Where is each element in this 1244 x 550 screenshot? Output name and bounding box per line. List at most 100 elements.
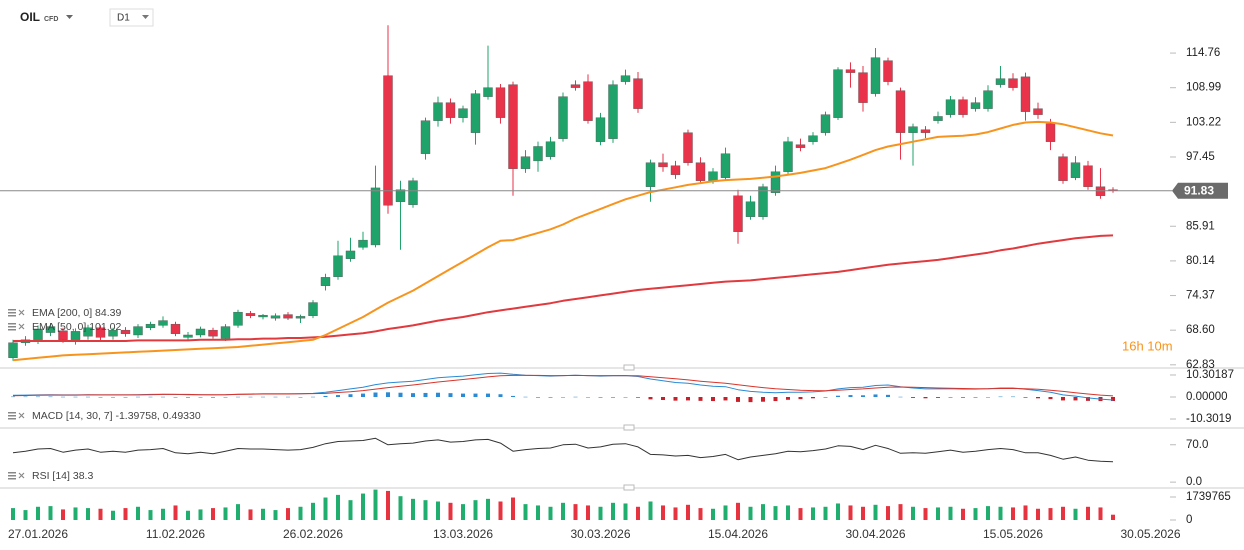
histogram-bar xyxy=(173,397,178,398)
histogram-bar xyxy=(61,396,65,398)
x-tick-label: 30.03.2026 xyxy=(570,527,630,541)
volume-bar xyxy=(961,508,965,520)
x-tick-label: 13.03.2026 xyxy=(433,527,493,541)
volume-bar xyxy=(823,506,828,520)
volume-bar xyxy=(286,508,290,520)
timeframe: D1 xyxy=(117,13,130,24)
volume-bar xyxy=(436,501,440,520)
histogram-bar xyxy=(923,397,928,399)
histogram-bar xyxy=(223,397,228,398)
timeframe-select[interactable] xyxy=(109,8,154,27)
volume-bar xyxy=(473,500,478,520)
volume-bar xyxy=(698,508,703,520)
histogram-bar xyxy=(623,397,628,398)
histogram-bar xyxy=(736,397,740,402)
candle-body xyxy=(495,87,506,118)
x-tick-label: 30.05.2026 xyxy=(1120,527,1180,541)
candle-body xyxy=(783,141,793,172)
volume-bar xyxy=(11,508,15,520)
candle-body xyxy=(345,250,356,259)
histogram-bar xyxy=(698,397,703,401)
histogram-bar xyxy=(711,397,715,402)
histogram-bar xyxy=(411,393,415,398)
legend-icon xyxy=(8,475,16,477)
symbol-dropdown[interactable] xyxy=(66,15,73,19)
volume-bar xyxy=(48,506,53,520)
ema-line xyxy=(13,234,1114,342)
candle-body xyxy=(708,171,718,181)
candle-body xyxy=(1008,78,1018,88)
volume-bar xyxy=(411,498,415,520)
legend-icon xyxy=(8,315,16,317)
volume-bar xyxy=(336,494,340,520)
volume-bar xyxy=(898,504,903,520)
candle-body xyxy=(1058,156,1068,181)
histogram-bar xyxy=(1048,397,1053,400)
candle-body xyxy=(1070,162,1081,178)
timeframe-dropdown[interactable] xyxy=(142,15,149,19)
volume-bar xyxy=(398,496,403,520)
y-tick-label: 62.83 xyxy=(1186,359,1215,371)
histogram-bar xyxy=(1086,397,1090,401)
y-tick-label: 70.0 xyxy=(1186,439,1208,451)
volume-bar xyxy=(1111,514,1115,520)
y-tick-label: 80.14 xyxy=(1186,255,1215,267)
histogram-bar xyxy=(448,393,453,398)
volume-bar xyxy=(61,509,65,520)
candle-body xyxy=(920,129,931,133)
volume-bar xyxy=(561,502,565,520)
histogram-bar xyxy=(286,396,290,398)
panel-resize-handle[interactable] xyxy=(623,484,635,491)
histogram-bar xyxy=(248,396,253,398)
histogram-bar xyxy=(211,397,215,398)
candle-body xyxy=(995,78,1006,85)
histogram-bar xyxy=(786,397,790,400)
histogram-bar xyxy=(748,397,753,403)
histogram-bar xyxy=(861,395,865,398)
y-tick-label: 74.37 xyxy=(1186,290,1215,302)
histogram-bar xyxy=(348,394,353,398)
volume-bar xyxy=(448,502,453,520)
legend-icon xyxy=(8,478,16,480)
volume-bar xyxy=(98,508,103,520)
volume-bar xyxy=(661,505,665,520)
histogram-bar xyxy=(161,396,165,398)
candle-body xyxy=(408,180,418,205)
volume-bar xyxy=(773,506,778,520)
histogram-bar xyxy=(373,392,378,398)
volume-bar xyxy=(536,505,540,520)
volume-bar xyxy=(936,507,940,520)
panel-resize-handle[interactable] xyxy=(623,424,635,431)
volume-bar xyxy=(673,507,678,520)
volume-bar xyxy=(386,490,390,520)
y-tick-label: 108.99 xyxy=(1186,82,1221,94)
candle-body xyxy=(545,141,556,157)
histogram-bar xyxy=(636,397,640,398)
legend-icon xyxy=(8,309,16,311)
candle-body xyxy=(1045,123,1056,142)
volume-bar xyxy=(811,507,815,520)
volume-bar xyxy=(911,506,915,520)
volume-bar xyxy=(948,506,953,520)
candle-body xyxy=(308,302,318,316)
candle-body xyxy=(133,326,143,336)
x-tick-label: 15.04.2026 xyxy=(708,527,768,541)
y-tick-label: 0.0 xyxy=(1186,476,1202,488)
histogram-bar xyxy=(998,396,1003,398)
volume-bar xyxy=(586,505,590,520)
volume-bar xyxy=(886,506,890,520)
candle-body xyxy=(420,120,431,154)
histogram-bar xyxy=(811,397,815,399)
histogram-bar xyxy=(298,397,303,398)
symbol: OIL xyxy=(20,10,40,24)
volume-bar xyxy=(573,504,578,520)
volume-bar xyxy=(373,489,378,520)
candle-body xyxy=(670,165,681,175)
candle-body xyxy=(183,334,193,338)
panel-resize-handle[interactable] xyxy=(623,364,635,371)
candle-body xyxy=(270,315,281,319)
histogram-bar xyxy=(11,396,15,398)
histogram-bar xyxy=(36,396,40,398)
histogram-bar xyxy=(86,396,90,398)
